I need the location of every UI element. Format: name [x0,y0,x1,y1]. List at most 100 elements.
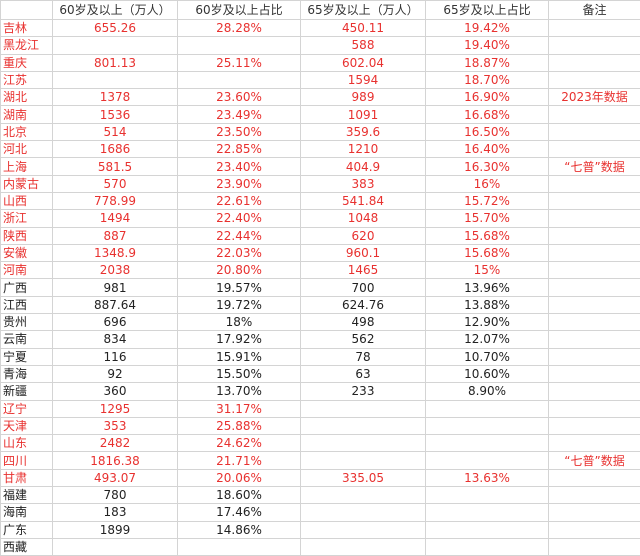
province-cell: 云南 [0,330,53,349]
data-cell: 15.68% [425,226,549,245]
data-cell [548,191,640,211]
data-cell [548,468,640,488]
province-cell: 河南 [0,261,53,280]
data-cell: 8.90% [425,382,549,401]
data-cell: 493.07 [52,468,178,488]
data-cell: 233 [300,382,426,401]
data-cell: 19.72% [177,295,301,315]
header-cell: 60岁及以上占比 [177,0,301,20]
data-cell: 1348.9 [52,243,178,263]
data-cell: 19.40% [425,36,549,55]
province-cell: 湖南 [0,105,53,124]
data-cell: 15.68% [425,243,549,263]
data-cell: 404.9 [300,157,426,176]
data-cell: 620 [300,226,426,245]
data-cell: 570 [52,174,178,193]
table-row: 江西 887.64 19.72% 624.76 13.88% [0,295,640,315]
data-cell: 562 [300,330,426,349]
data-cell: 353 [52,416,178,436]
province-cell: 北京 [0,122,53,142]
province-cell: 上海 [0,157,53,176]
data-cell: 92 [52,364,178,384]
data-cell: 25.11% [177,53,301,72]
data-cell: 887.64 [52,295,178,315]
data-cell: 15.72% [425,191,549,211]
data-cell: 19.57% [177,278,301,297]
province-cell: 宁夏 [0,347,53,366]
province-cell: 黑龙江 [0,36,53,55]
data-cell: 780 [52,486,178,505]
table-row: 山西 778.99 22.61% 541.84 15.72% [0,191,640,211]
province-cell: 湖北 [0,88,53,107]
table-row: 黑龙江 588 19.40% [0,36,640,55]
data-cell [177,70,301,90]
data-cell [300,434,426,453]
data-cell: 1686 [52,140,178,159]
data-cell [425,520,549,539]
data-cell: 989 [300,88,426,107]
data-cell [548,313,640,332]
province-cell: 山西 [0,191,53,211]
data-cell: 581.5 [52,157,178,176]
data-cell: 23.60% [177,88,301,107]
table-row: 宁夏 116 15.91% 78 10.70% [0,347,640,366]
header-row: 60岁及以上（万人） 60岁及以上占比 65岁及以上（万人） 65岁及以上占比 备注 [0,0,640,20]
data-cell [548,399,640,418]
data-cell: 31.17% [177,399,301,418]
data-cell: 16.50% [425,122,549,142]
table-row: 浙江 1494 22.40% 1048 15.70% [0,209,640,228]
data-cell [548,364,640,384]
data-cell: 801.13 [52,53,178,72]
province-cell: 河北 [0,140,53,159]
table-row: 湖南 1536 23.49% 1091 16.68% [0,105,640,124]
data-cell: 778.99 [52,191,178,211]
table-row: 江苏 1594 18.70% [0,70,640,90]
table-row: 上海 581.5 23.40% 404.9 16.30% “七普”数据 [0,157,640,176]
province-cell: 内蒙古 [0,174,53,193]
data-cell: 834 [52,330,178,349]
data-cell: 14.86% [177,520,301,539]
data-cell: 981 [52,278,178,297]
data-cell: 23.40% [177,157,301,176]
data-cell [548,434,640,453]
header-cell: 65岁及以上（万人） [300,0,426,20]
data-cell [548,382,640,401]
data-cell [425,486,549,505]
data-cell [425,537,549,556]
data-cell: 23.49% [177,105,301,124]
data-cell: “七普”数据 [548,157,640,176]
province-cell: 广西 [0,278,53,297]
table-row: 山东 2482 24.62% [0,434,640,453]
data-cell: 514 [52,122,178,142]
table-row: 青海 92 15.50% 63 10.60% [0,364,640,384]
data-cell: 23.90% [177,174,301,193]
header-cell: 60岁及以上（万人） [52,0,178,20]
data-cell [425,451,549,470]
data-cell: 1494 [52,209,178,228]
data-cell [425,416,549,436]
data-cell: 17.92% [177,330,301,349]
data-cell: 1210 [300,140,426,159]
data-cell: 1816.38 [52,451,178,470]
data-cell: 700 [300,278,426,297]
data-cell: 541.84 [300,191,426,211]
data-cell: 28.28% [177,18,301,38]
data-cell [300,537,426,556]
data-cell [548,537,640,556]
province-cell: 贵州 [0,313,53,332]
data-cell [52,537,178,556]
table-row: 福建 780 18.60% [0,486,640,505]
data-cell: 16.30% [425,157,549,176]
province-cell: 陕西 [0,226,53,245]
data-cell: 21.71% [177,451,301,470]
province-cell: 安徽 [0,243,53,263]
province-cell: 福建 [0,486,53,505]
table-row: 湖北 1378 23.60% 989 16.90% 2023年数据 [0,88,640,107]
data-cell: 2023年数据 [548,88,640,107]
province-cell: 天津 [0,416,53,436]
province-cell: 广东 [0,520,53,539]
table-row: 贵州 696 18% 498 12.90% [0,313,640,332]
data-cell: 16.90% [425,88,549,107]
data-cell: 335.05 [300,468,426,488]
table-row: 广西 981 19.57% 700 13.96% [0,278,640,297]
